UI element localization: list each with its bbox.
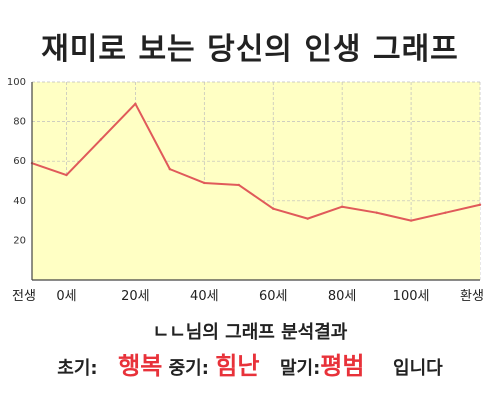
- data-point-7: [272, 207, 275, 210]
- mid-label: 중기:: [168, 358, 209, 379]
- x-tick-label-9: 80세: [328, 289, 357, 304]
- mid-verdict: 힘난: [215, 352, 260, 380]
- data-point-4: [168, 167, 172, 171]
- late-verdict: 평범: [320, 352, 365, 380]
- data-point-5: [203, 181, 206, 185]
- early-verdict: 행복: [118, 352, 163, 380]
- chart-title: 재미로 보는 당신의 인생 그래프: [41, 32, 459, 67]
- data-point-9: [340, 205, 344, 208]
- analysis-result: 초기: 행복 중기: 힘난 말기:평범 입니다: [0, 346, 500, 381]
- analysis-heading: ㄴㄴ님의 그래프 분석결과: [152, 322, 348, 343]
- data-point-6: [237, 183, 240, 187]
- x-tick-label-11: 100세: [393, 289, 430, 304]
- life-graph-chart: 20 40 60 80 100 전생 0세 20세 40세 60세 80세 100세 환생: [7, 77, 484, 304]
- x-tick-label-3: 20세: [121, 289, 150, 304]
- data-point-8: [306, 217, 309, 220]
- series-line: [31, 102, 481, 222]
- y-tick-label-2: 60: [13, 156, 26, 167]
- y-tick-label-0: 20: [13, 235, 26, 246]
- late-label: 말기:: [279, 358, 321, 379]
- y-tick-label-1: 40: [13, 196, 26, 207]
- result-suffix: 입니다: [393, 358, 443, 379]
- data-point-2: [99, 138, 103, 141]
- x-tick-label-1: 0세: [56, 289, 76, 304]
- y-tick-label-4: 100: [7, 77, 26, 88]
- data-point-13: [478, 203, 482, 206]
- early-label: 초기:: [57, 358, 98, 379]
- x-tick-label-7: 60세: [259, 289, 288, 304]
- x-tick-label-5: 40세: [190, 289, 219, 304]
- data-point-3: [134, 102, 137, 105]
- x-tick-label-13: 환생: [460, 289, 484, 304]
- y-tick-label-3: 80: [13, 117, 26, 128]
- data-point-12: [444, 211, 447, 214]
- x-tick-label-0: 전생: [12, 289, 36, 304]
- area-fill: [32, 103, 480, 280]
- data-point-10: [375, 211, 378, 214]
- data-point-11: [409, 219, 413, 222]
- data-point-1: [65, 173, 68, 177]
